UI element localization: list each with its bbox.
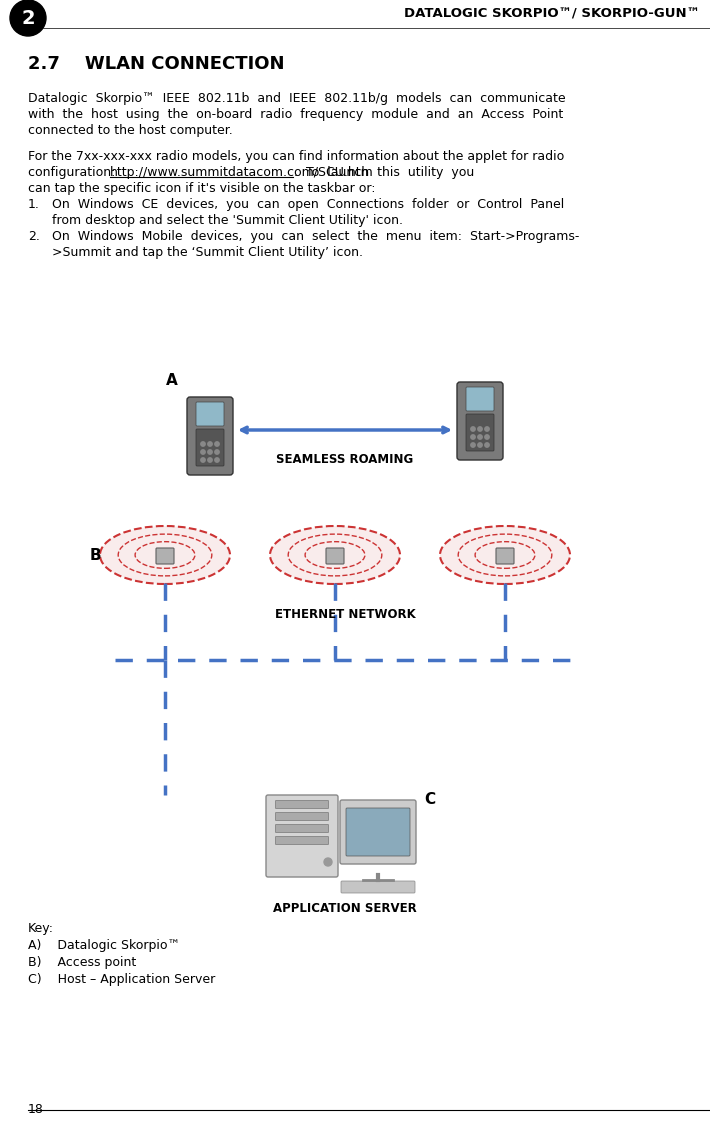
Text: B: B xyxy=(89,548,101,563)
Circle shape xyxy=(208,458,212,462)
FancyBboxPatch shape xyxy=(340,800,416,864)
Circle shape xyxy=(485,427,489,432)
Text: C)    Host – Application Server: C) Host – Application Server xyxy=(28,973,215,986)
Text: A: A xyxy=(166,373,178,388)
Circle shape xyxy=(478,443,482,447)
Text: http://www.summitdatacom.com/SCU.htm: http://www.summitdatacom.com/SCU.htm xyxy=(109,166,373,179)
Text: Key:: Key: xyxy=(28,922,54,935)
FancyBboxPatch shape xyxy=(275,825,329,833)
FancyBboxPatch shape xyxy=(187,397,233,475)
Text: DATALOGIC SKORPIO™/ SKORPIO-GUN™: DATALOGIC SKORPIO™/ SKORPIO-GUN™ xyxy=(404,8,700,20)
FancyBboxPatch shape xyxy=(156,548,174,564)
Ellipse shape xyxy=(100,525,230,584)
FancyBboxPatch shape xyxy=(496,548,514,564)
Text: 1.: 1. xyxy=(28,198,40,211)
Text: >Summit and tap the ‘Summit Client Utility’ icon.: >Summit and tap the ‘Summit Client Utili… xyxy=(52,246,363,259)
Circle shape xyxy=(471,427,475,432)
Text: ETHERNET NETWORK: ETHERNET NETWORK xyxy=(275,608,415,622)
FancyBboxPatch shape xyxy=(466,386,494,411)
FancyBboxPatch shape xyxy=(275,836,329,844)
Circle shape xyxy=(478,427,482,432)
Circle shape xyxy=(208,442,212,446)
Circle shape xyxy=(215,442,219,446)
Text: B)    Access point: B) Access point xyxy=(28,956,136,970)
Text: 2.: 2. xyxy=(28,231,40,243)
Text: SEAMLESS ROAMING: SEAMLESS ROAMING xyxy=(276,453,414,466)
Circle shape xyxy=(478,435,482,440)
Text: connected to the host computer.: connected to the host computer. xyxy=(28,124,233,137)
Circle shape xyxy=(201,458,205,462)
FancyBboxPatch shape xyxy=(457,382,503,460)
Text: 2: 2 xyxy=(21,9,35,27)
FancyBboxPatch shape xyxy=(326,548,344,564)
Circle shape xyxy=(201,442,205,446)
FancyBboxPatch shape xyxy=(466,414,494,451)
FancyBboxPatch shape xyxy=(341,881,415,893)
Circle shape xyxy=(471,435,475,440)
Circle shape xyxy=(201,450,205,454)
Text: configuration:: configuration: xyxy=(28,166,124,179)
Text: C: C xyxy=(425,792,435,808)
Circle shape xyxy=(215,450,219,454)
Text: .  To  launch  this  utility  you: . To launch this utility you xyxy=(294,166,474,179)
Circle shape xyxy=(10,0,46,36)
FancyBboxPatch shape xyxy=(275,800,329,808)
Ellipse shape xyxy=(440,525,570,584)
FancyBboxPatch shape xyxy=(196,402,224,426)
Text: 18: 18 xyxy=(28,1103,44,1116)
FancyBboxPatch shape xyxy=(196,429,224,466)
Text: with  the  host  using  the  on-board  radio  frequency  module  and  an  Access: with the host using the on-board radio f… xyxy=(28,108,563,121)
Circle shape xyxy=(215,458,219,462)
Circle shape xyxy=(471,443,475,447)
Text: On  Windows  CE  devices,  you  can  open  Connections  folder  or  Control  Pan: On Windows CE devices, you can open Conn… xyxy=(52,198,564,211)
Text: APPLICATION SERVER: APPLICATION SERVER xyxy=(273,902,417,915)
Text: Datalogic  Skorpio™  IEEE  802.11b  and  IEEE  802.11b/g  models  can  communica: Datalogic Skorpio™ IEEE 802.11b and IEEE… xyxy=(28,92,566,105)
FancyBboxPatch shape xyxy=(346,808,410,857)
Text: For the 7xx-xxx-xxx radio models, you can find information about the applet for : For the 7xx-xxx-xxx radio models, you ca… xyxy=(28,150,564,163)
Circle shape xyxy=(485,443,489,447)
Ellipse shape xyxy=(270,525,400,584)
FancyBboxPatch shape xyxy=(266,796,338,877)
Text: 2.7    WLAN CONNECTION: 2.7 WLAN CONNECTION xyxy=(28,55,285,73)
Circle shape xyxy=(324,858,332,866)
Circle shape xyxy=(485,435,489,440)
Circle shape xyxy=(208,450,212,454)
FancyBboxPatch shape xyxy=(275,812,329,820)
Text: from desktop and select the 'Summit Client Utility' icon.: from desktop and select the 'Summit Clie… xyxy=(52,214,403,227)
Text: On  Windows  Mobile  devices,  you  can  select  the  menu  item:  Start->Progra: On Windows Mobile devices, you can selec… xyxy=(52,231,579,243)
Text: can tap the specific icon if it's visible on the taskbar or:: can tap the specific icon if it's visibl… xyxy=(28,182,376,195)
Text: A)    Datalogic Skorpio™: A) Datalogic Skorpio™ xyxy=(28,939,180,951)
